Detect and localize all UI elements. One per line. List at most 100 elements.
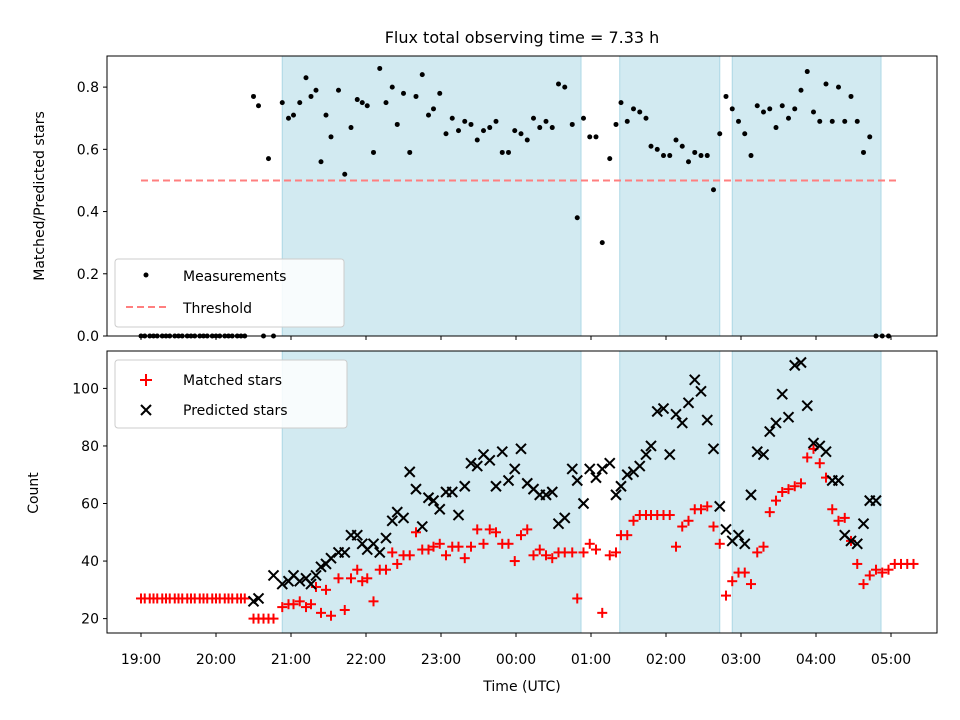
matched-star-point [316,607,326,618]
measurement-point [371,149,376,155]
measurement-point [474,137,480,143]
count-legend-box [114,359,348,429]
predicted-star-point [502,474,515,487]
predicted-star-point [267,569,280,582]
measurement-point [456,128,461,134]
measurement-point [323,112,329,118]
predicted-star-point [851,538,863,550]
measurement-point [637,109,643,115]
predicted-star-point [739,538,751,550]
matched-star-point [478,538,489,549]
legend-predicted-label: Predicted stars [183,403,288,419]
matched-star-point [528,550,539,561]
measurement-point [359,100,365,106]
predicted-star-point [845,535,857,547]
x-tick-label: 04:00 [796,652,836,668]
predicted-star-point [386,515,398,527]
matched-star-point [453,541,464,552]
predicted-star-point [276,578,288,590]
measurement-point [308,93,314,99]
matched-star-point [858,579,869,590]
measurement-point [648,143,654,149]
matched-star-point [288,599,299,610]
legend-predicted-marker [140,404,152,416]
predicted-star-point [571,474,583,487]
matched-star-point [721,590,731,601]
matched-star-point [368,596,379,607]
matched-star-point [604,550,615,561]
measurement-point [723,93,729,99]
matched-star-point [277,602,288,613]
matched-star-point [628,515,639,526]
matched-star-point [362,573,373,584]
measurement-point [786,115,791,121]
predicted-star-point [764,425,776,438]
ratio-y-axis-label: Matched/Predicted stars [32,111,48,281]
predicted-star-point [559,512,571,524]
measurement-point [407,149,413,155]
legend-matched-marker [140,374,152,386]
measurement-point [506,149,511,155]
x-tick-label: 19:00 [121,652,161,668]
measurement-point [711,187,716,193]
measurement-point [798,87,804,93]
predicted-star-point [596,463,608,475]
measurement-point [767,106,773,112]
matched-star-point [814,458,825,469]
matched-star-point [411,527,421,538]
measurement-point [848,93,854,99]
matched-star-point [696,504,706,515]
predicted-star-point [590,471,602,484]
predicted-star-point [857,517,870,530]
measurement-point [673,137,679,143]
measurement-point [462,118,468,124]
matched-star-point [466,541,476,552]
predicted-star-point [294,575,306,587]
measurement-point [854,118,860,124]
y-tick-label: 60 [81,497,99,513]
measurement-point [661,153,666,159]
measurement-point [512,128,518,134]
matched-star-point [503,538,514,549]
y-tick-label: 0.4 [77,205,99,221]
predicted-star-point [707,443,720,455]
measurement-point [729,106,735,112]
measurement-point [618,100,624,106]
predicted-star-point [325,552,337,564]
matched-star-point [339,604,350,615]
measurement-point [342,171,348,177]
measurement-point [328,134,334,140]
matched-star-point [572,593,583,604]
measurement-point [581,115,586,121]
matched-star-point [381,564,391,575]
matched-star-point [702,501,713,512]
matched-star-point [578,547,589,558]
matched-star-point [321,584,331,595]
measurement-point [537,125,543,131]
matched-star-point [839,512,850,523]
predicted-star-point [351,529,363,541]
matched-star-point [852,558,863,569]
matched-star-point [239,593,250,604]
measurement-point [426,112,431,118]
predicted-star-point [604,457,616,469]
measurement-point [348,125,354,131]
predicted-star-point [732,529,745,541]
measurement-point [291,112,296,118]
measurement-point [654,146,660,152]
matched-star-point [352,564,363,575]
measurement-point [692,149,698,155]
observing-windows [281,55,882,337]
count-panel: 20 40 60 80 100 19:00 20:00 21:00 22:00 23:00 00:… [26,350,938,695]
measurement-point [493,118,499,124]
observing-windows [281,350,882,634]
matched-star-point [758,541,769,552]
measurement-point [549,125,555,131]
measurement-point [754,103,760,109]
observing-window [731,55,882,337]
predicted-star-point [634,460,646,472]
measurement-point [779,103,785,109]
measurement-point [364,103,370,109]
predicted-star-point [380,532,392,544]
predicted-star-point [339,546,351,559]
